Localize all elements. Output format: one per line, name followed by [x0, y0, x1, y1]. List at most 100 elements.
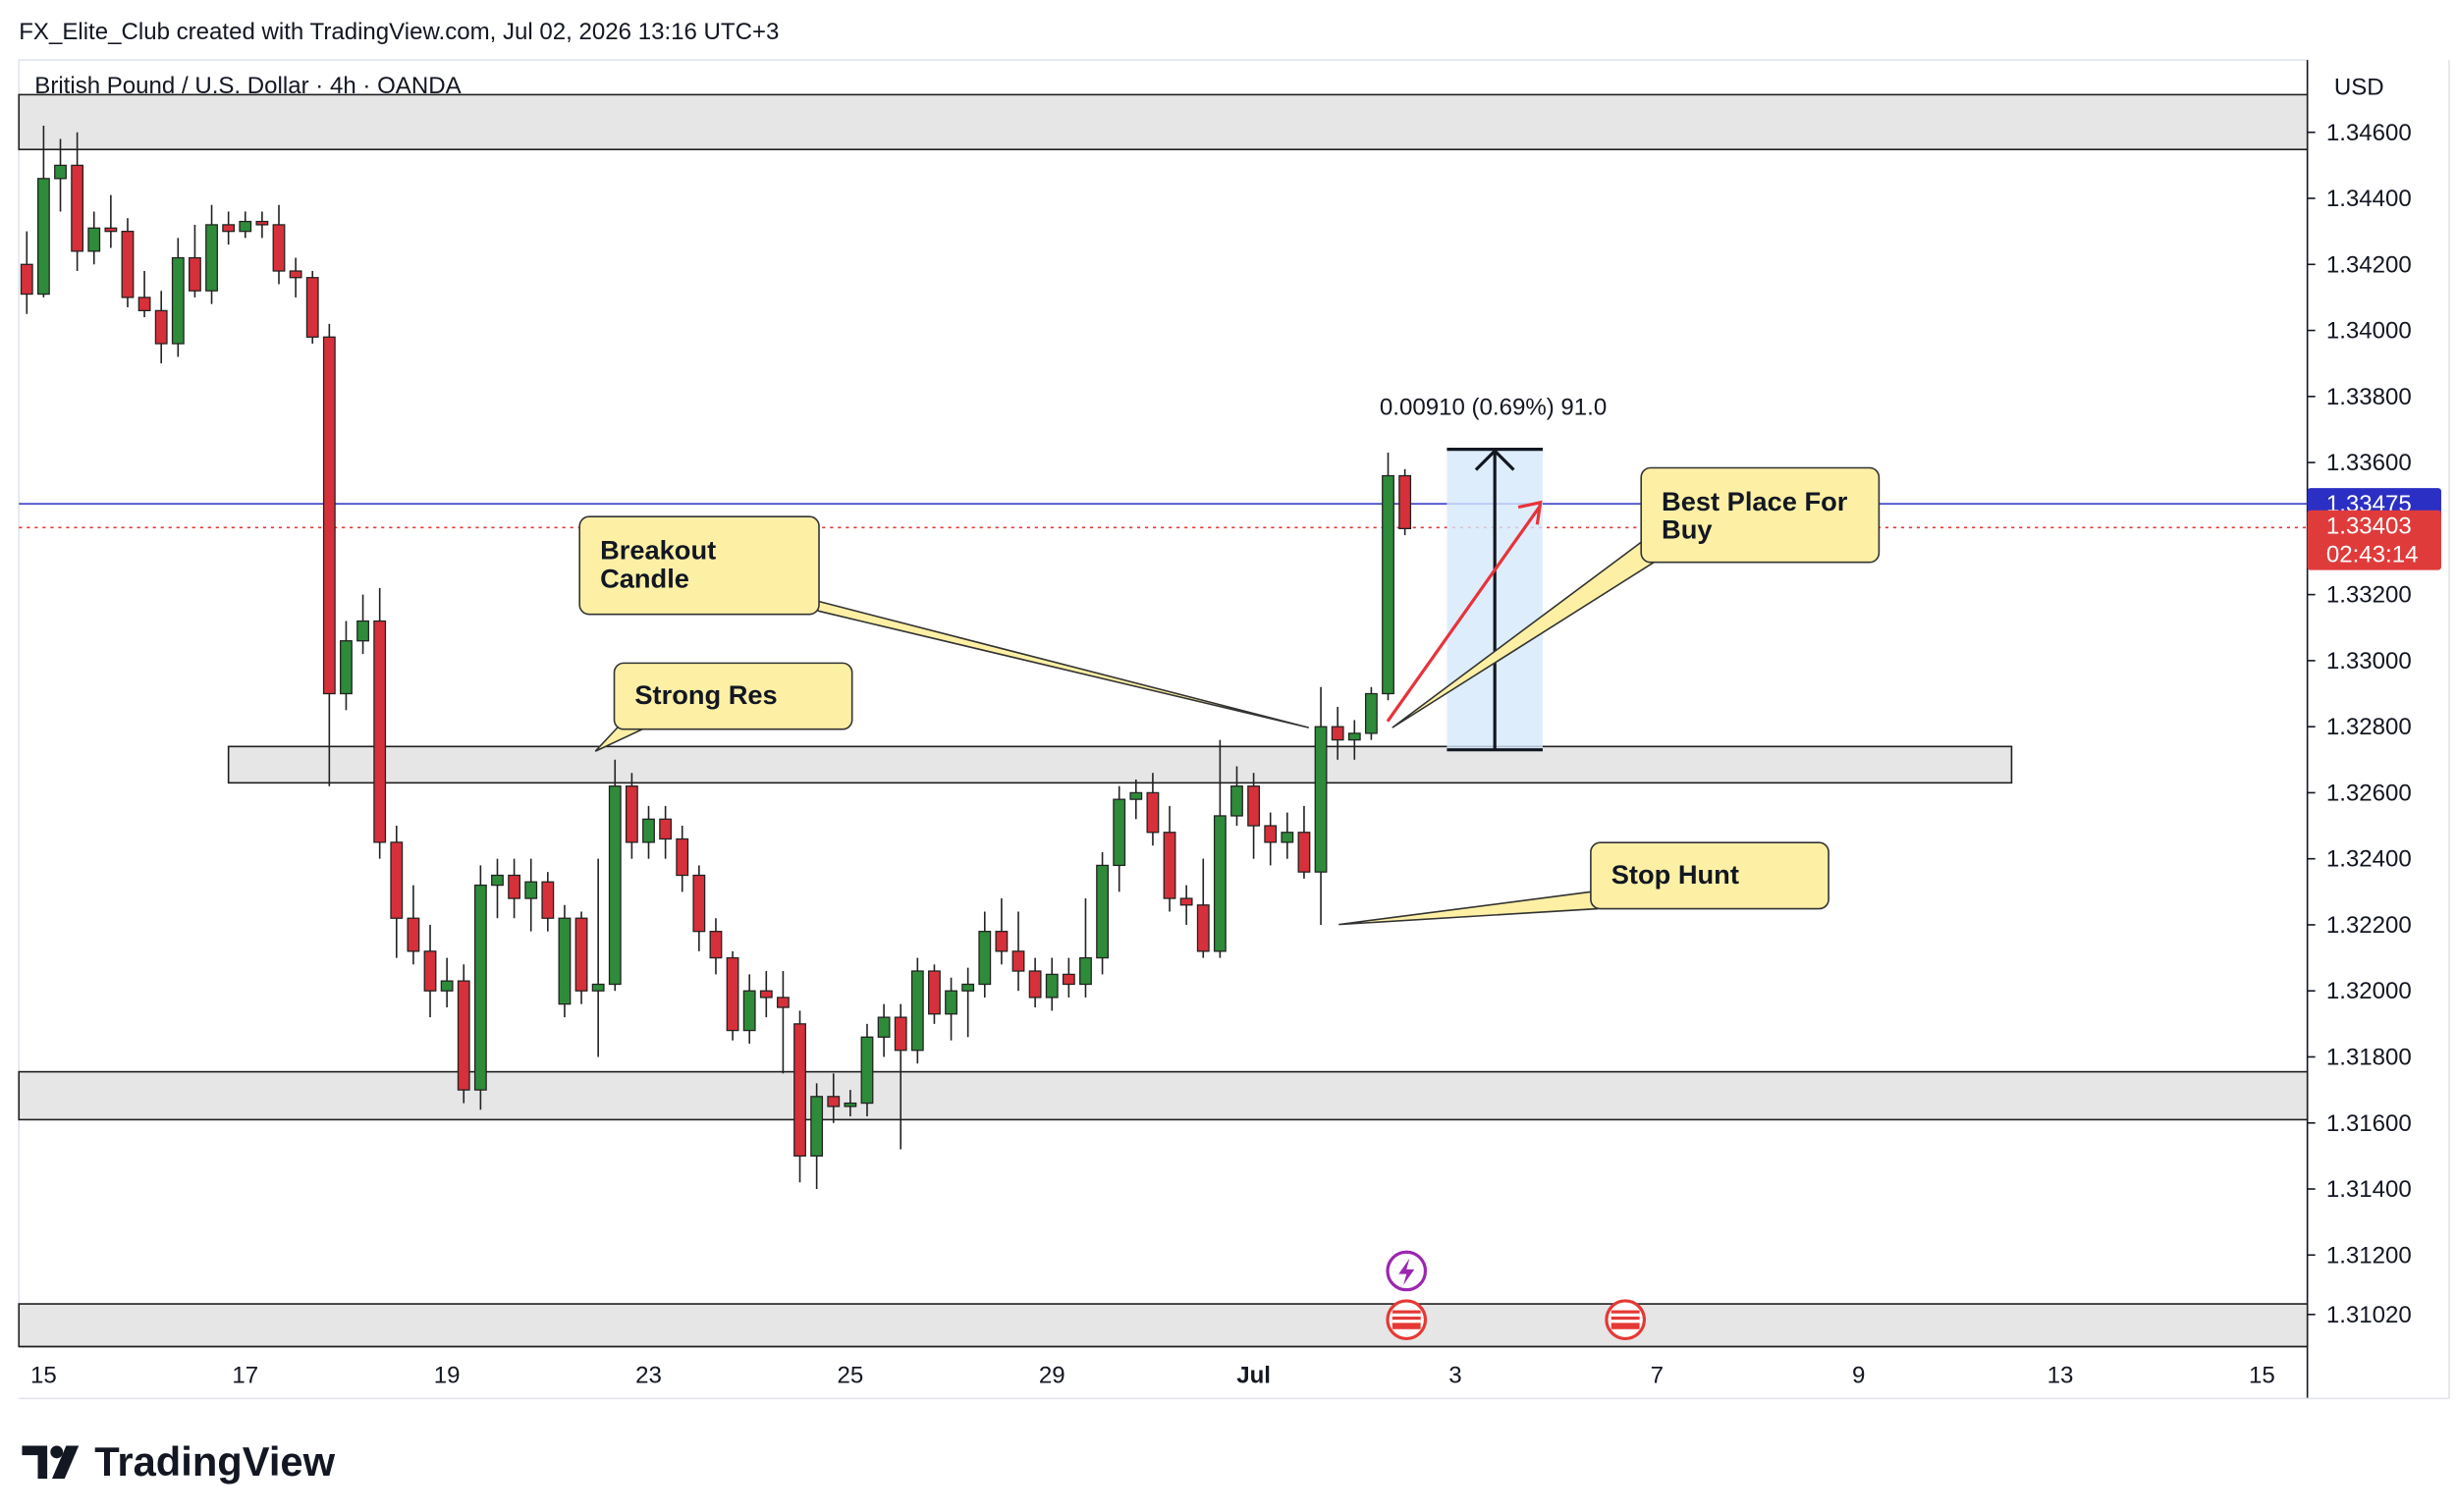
candle-body [87, 227, 101, 252]
candle-body [759, 990, 773, 999]
candle-body [726, 956, 739, 1032]
x-tick-label: 29 [1039, 1362, 1065, 1388]
candle-body [322, 336, 336, 695]
candle-body [877, 1016, 891, 1038]
candle-body [692, 874, 706, 933]
y-tick-label: 1.31400 [2326, 1176, 2412, 1203]
candle-body [910, 970, 924, 1052]
y-tick-label: 1.33600 [2326, 450, 2412, 476]
candle-body [1129, 791, 1143, 800]
price-lines [19, 503, 2308, 529]
y-tick-label: 1.34000 [2326, 318, 2412, 345]
candle-body [423, 950, 437, 992]
logo-mark [22, 1445, 48, 1480]
x-tick-label: 19 [434, 1362, 461, 1388]
candle-body [945, 990, 957, 1015]
logo-mark [51, 1445, 80, 1480]
price-label-bg [2307, 510, 2441, 570]
x-tick-label: 13 [2048, 1362, 2074, 1388]
candle-body [104, 227, 118, 233]
candle-body [239, 220, 252, 233]
candle-body [1079, 956, 1092, 986]
candle-body [1096, 864, 1109, 959]
candle-body [827, 1096, 841, 1107]
price-label: 1.33403 [2326, 513, 2412, 540]
candle-body [1281, 832, 1294, 843]
candle-body [54, 164, 67, 180]
y-axis-label: USD [2334, 74, 2384, 100]
candle-body [121, 231, 135, 298]
candle-body [625, 785, 638, 843]
callout-box [613, 662, 853, 730]
measure-arrow-head [1474, 448, 1515, 471]
candle-body [1146, 791, 1160, 834]
candle-body [1179, 897, 1193, 906]
candle-body [71, 164, 84, 252]
candle-body [1213, 815, 1227, 952]
y-tick-label: 1.32600 [2326, 780, 2412, 806]
candle-body [1062, 973, 1075, 986]
y-tick-label: 1.31020 [2326, 1302, 2412, 1328]
candle-body [222, 224, 236, 233]
candle-body [356, 620, 369, 642]
callout-text: Strong Res [634, 679, 777, 710]
credit: FX_Elite_Club created with TradingView.c… [19, 19, 779, 45]
callout-text: Stop Hunt [1611, 859, 1739, 890]
candle-body [676, 837, 689, 877]
x-tick-label: 3 [1448, 1362, 1461, 1388]
candle-body [1364, 692, 1378, 734]
candle-body [1045, 973, 1059, 999]
zones [18, 93, 2309, 1348]
candle-body [541, 881, 555, 919]
us-flag-icon [1611, 1313, 1640, 1317]
logo-mark [50, 1445, 64, 1459]
candle-body [36, 178, 50, 296]
candle-body [995, 931, 1009, 952]
candle-body [137, 297, 151, 312]
candle-body [558, 917, 572, 1005]
candle-body [1163, 832, 1176, 899]
y-tick-label: 1.33200 [2326, 582, 2412, 609]
candle-body [793, 1023, 806, 1158]
callout-text: Buy [1662, 514, 1713, 545]
candle-body [390, 841, 404, 919]
candle-body [407, 917, 420, 952]
y-tick-label: 1.32800 [2326, 714, 2412, 740]
candle-body [272, 224, 286, 272]
event-icon [1398, 1258, 1415, 1285]
measure-label: 0.00910 (0.69%) 91.0 [1380, 394, 1607, 420]
candle-body [154, 309, 168, 345]
y-tick-label: 1.34600 [2326, 120, 2412, 146]
candle-body [642, 818, 655, 843]
callout-text: Best Place For [1662, 486, 1848, 516]
candle-body [289, 270, 302, 279]
candle-body [524, 881, 538, 899]
candle-body [1297, 832, 1311, 873]
zone [18, 93, 2309, 151]
candle-body [305, 277, 319, 338]
candle-body [340, 640, 353, 695]
candle-body [961, 983, 975, 992]
x-tick-label: 9 [1852, 1362, 1865, 1388]
candle-body [608, 785, 622, 986]
candle-body [1382, 474, 1394, 695]
candle-body [1398, 474, 1412, 529]
candle-body [742, 990, 756, 1032]
x-tick-label: 7 [1651, 1362, 1664, 1388]
candle-body [709, 931, 723, 959]
zone [18, 1070, 2309, 1121]
arrow-head [1517, 500, 1543, 525]
callout-box [578, 515, 820, 616]
x-tick-label: 17 [232, 1362, 258, 1388]
zone [227, 745, 2013, 784]
us-flag-icon [1392, 1313, 1421, 1317]
chart-title: British Pound / U.S. Dollar · 4h · OANDA [34, 73, 461, 99]
candle-body [810, 1096, 824, 1158]
y-tick-label: 1.32200 [2326, 912, 2412, 939]
measure: 0.00910 (0.69%) 91.0 [1380, 394, 1607, 752]
candle-body [1196, 904, 1210, 952]
candle-body [978, 931, 992, 986]
x-tick-label: 15 [2249, 1362, 2275, 1388]
event-icons [1386, 1250, 1647, 1341]
zone [18, 1303, 2309, 1348]
